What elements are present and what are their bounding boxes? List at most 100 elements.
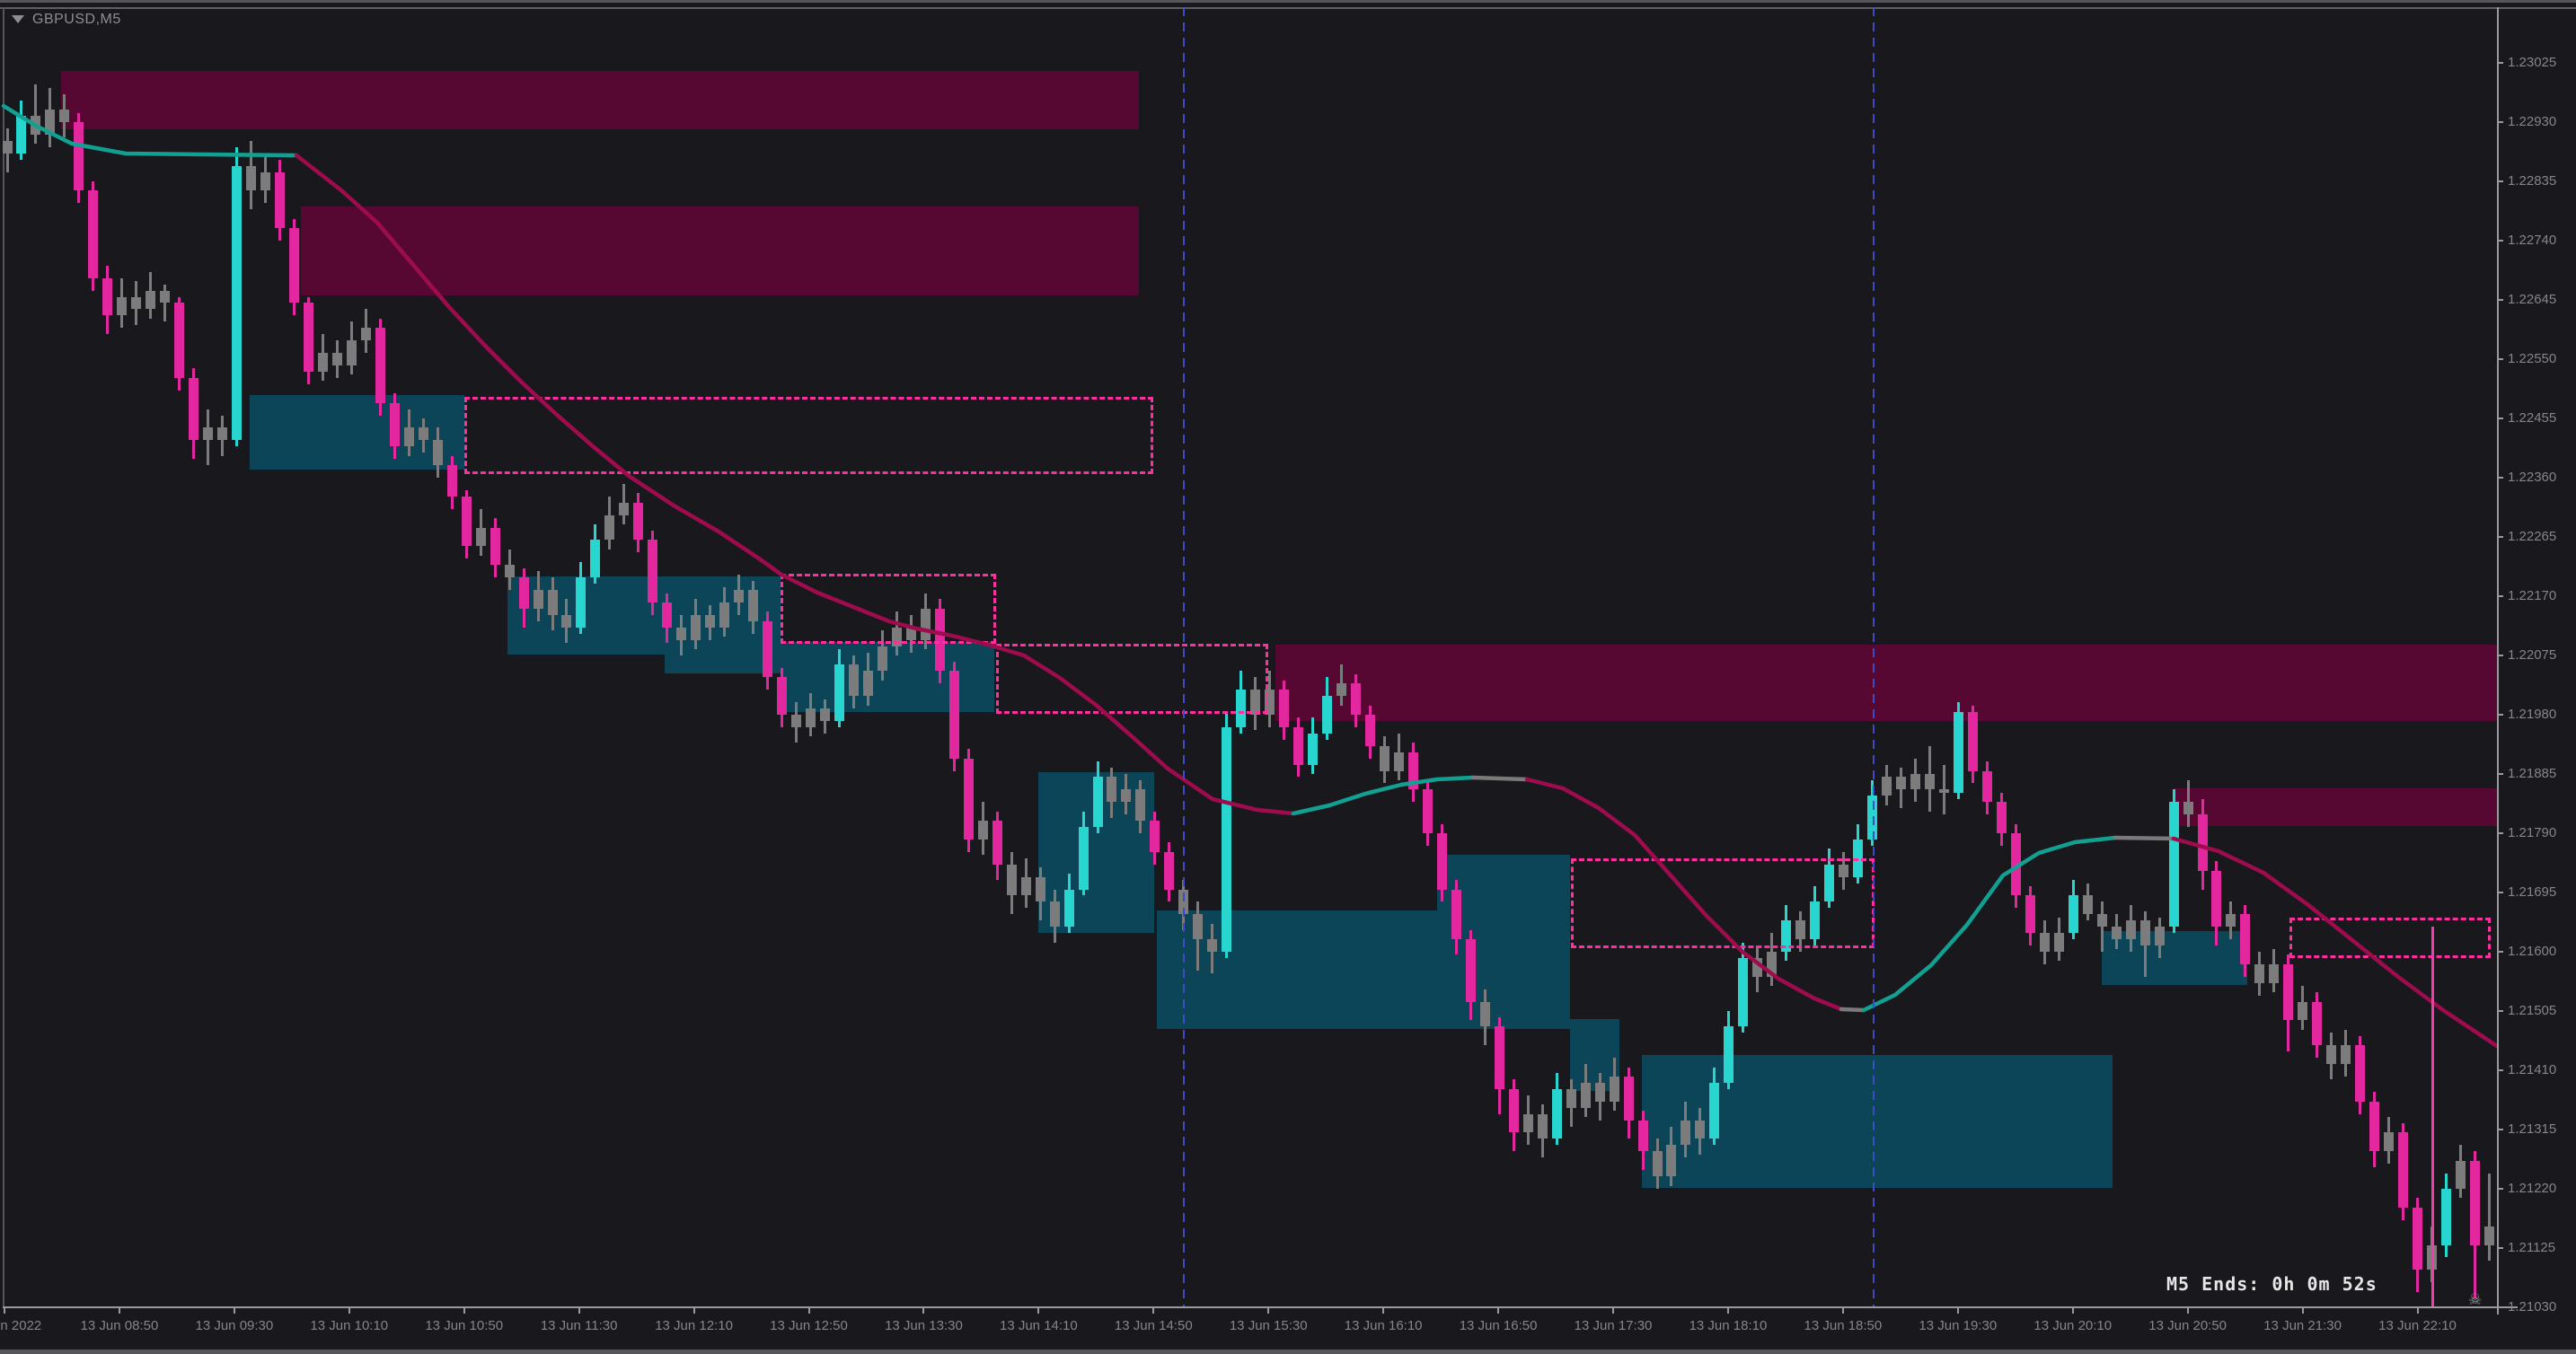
ma-segment-flat <box>1839 1007 1866 1013</box>
candle-body <box>2168 802 2179 928</box>
price-tick <box>2497 477 2503 479</box>
candle-body <box>1351 683 1362 715</box>
candle-body <box>160 290 171 303</box>
time-tick-label: 13 Jun 15:30 <box>1229 1318 1308 1333</box>
candle-body <box>1479 1001 1490 1027</box>
price-tick-label: 1.21410 <box>2508 1062 2557 1077</box>
dashed-zone-box[interactable] <box>2289 918 2491 958</box>
price-tick-label: 1.22930 <box>2508 114 2557 129</box>
demand-zone[interactable] <box>507 576 665 655</box>
candle-body <box>1365 715 1376 746</box>
candle-body <box>2254 963 2265 983</box>
candle-body <box>2068 895 2078 934</box>
candle-wick <box>34 84 38 145</box>
candle-wick <box>2488 1173 2491 1261</box>
supply-zone[interactable] <box>301 207 1139 296</box>
supply-zone[interactable] <box>61 71 1139 130</box>
price-tick <box>2497 1306 2503 1308</box>
candle-body <box>1049 901 1060 928</box>
candle-body <box>604 514 615 541</box>
candle-body <box>16 116 27 154</box>
time-tick-label: 13 Jun 20:10 <box>2033 1318 2113 1333</box>
candle-body <box>246 165 257 191</box>
supply-zone[interactable] <box>1275 645 2497 721</box>
candle-body <box>2082 895 2093 915</box>
candle-body <box>1996 802 2007 833</box>
supply-zone[interactable] <box>2174 787 2497 826</box>
candle-body <box>461 496 472 547</box>
candle-body <box>1853 839 1864 877</box>
candle-body <box>375 328 385 403</box>
price-tick-label: 1.21505 <box>2508 1003 2557 1018</box>
candle-body <box>676 627 687 640</box>
candle-body <box>1967 711 1978 771</box>
candle-body <box>2025 895 2035 934</box>
dashed-zone-box[interactable] <box>1571 857 1875 948</box>
dashed-zone-box[interactable] <box>996 643 1268 714</box>
price-tick <box>2497 595 2503 597</box>
candle-body <box>877 646 887 672</box>
price-tick-label: 1.22360 <box>2508 470 2557 485</box>
time-tick <box>463 1306 465 1314</box>
candle-body <box>1322 696 1333 734</box>
candle-body <box>1193 914 1204 940</box>
candle-body <box>1063 889 1074 928</box>
price-tick-label: 1.21220 <box>2508 1181 2557 1196</box>
price-tick <box>2497 536 2503 538</box>
candle-body <box>1035 876 1045 902</box>
time-tick <box>807 1306 810 1314</box>
candle-body <box>432 440 443 466</box>
time-tick <box>1267 1306 1270 1314</box>
dashed-zone-box[interactable] <box>781 573 996 644</box>
time-tick <box>1497 1306 1500 1314</box>
price-tick <box>2497 358 2503 360</box>
candle-body <box>977 821 988 840</box>
price-tick-label: 1.21030 <box>2508 1299 2557 1314</box>
candle-body <box>2355 1045 2366 1102</box>
price-tick <box>2497 1247 2503 1249</box>
chart-top-border <box>0 7 2576 9</box>
price-tick-label: 1.22075 <box>2508 647 2557 663</box>
time-tick-label: 13 Jun 10:10 <box>310 1318 389 1333</box>
time-tick-label: 13 Jun 18:10 <box>1689 1318 1768 1333</box>
time-tick-label: 13 Jun 20:50 <box>2148 1318 2228 1333</box>
candle-body <box>490 527 500 566</box>
price-tick <box>2497 299 2503 301</box>
candle-body <box>1092 777 1103 828</box>
candle-body <box>1681 1120 1691 1146</box>
candle-body <box>1522 1113 1533 1133</box>
demand-zone[interactable] <box>781 641 994 712</box>
candle-body <box>2312 1001 2323 1046</box>
candle-body <box>590 540 601 578</box>
symbol-timeframe-label: GBPUSD,M5 <box>32 12 121 27</box>
candle-body <box>2326 1045 2337 1065</box>
price-tick-label: 1.21695 <box>2508 884 2557 900</box>
price-tick-label: 1.21790 <box>2508 825 2557 840</box>
time-tick-label: 13 Jun 12:10 <box>655 1318 733 1333</box>
candle-body <box>2053 933 2064 952</box>
candle-body <box>117 296 128 316</box>
price-tick-label: 1.22835 <box>2508 173 2557 189</box>
price-tick-label: 1.22265 <box>2508 529 2557 544</box>
chevron-down-icon[interactable] <box>12 15 24 23</box>
candle-body <box>2111 927 2122 940</box>
time-tick-label: 13 Jun 19:30 <box>1919 1318 1998 1333</box>
candle-body <box>2096 914 2107 928</box>
time-tick-label: 13 Jun 17:30 <box>1574 1318 1653 1333</box>
dashed-zone-box[interactable] <box>464 396 1153 474</box>
time-tick <box>2416 1306 2419 1314</box>
time-tick <box>693 1306 695 1314</box>
candle-body <box>189 377 199 441</box>
candle-body <box>504 565 515 578</box>
candle-body <box>1164 851 1175 890</box>
candle-body <box>963 758 974 840</box>
time-tick <box>118 1306 120 1314</box>
candle-body <box>791 715 802 727</box>
candle-body <box>1135 789 1146 822</box>
price-tick-label: 1.22550 <box>2508 351 2557 366</box>
demand-zone[interactable] <box>2102 931 2247 985</box>
price-tick <box>2497 1010 2503 1012</box>
demand-zone[interactable] <box>1157 910 1570 1030</box>
time-tick <box>1841 1306 1844 1314</box>
demand-zone[interactable] <box>1642 1055 2113 1188</box>
